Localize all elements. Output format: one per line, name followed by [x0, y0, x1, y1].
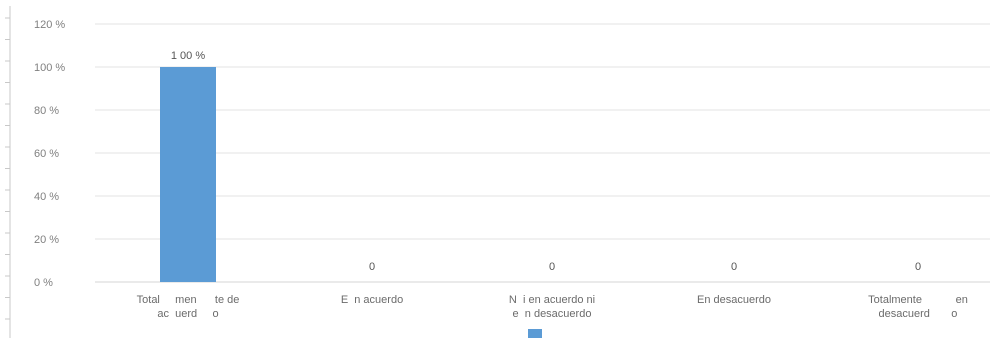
y-tick-label: 60 % — [34, 148, 59, 160]
y-tick-label: 0 % — [34, 277, 53, 289]
legend-swatch — [528, 329, 542, 338]
data-label: 1 00 % — [171, 50, 205, 62]
data-label: 0 — [549, 261, 555, 273]
y-tick-label: 20 % — [34, 234, 59, 246]
data-label: 0 — [915, 261, 921, 273]
category-label: e n desacuerdo — [513, 308, 592, 320]
y-tick-label: 80 % — [34, 105, 59, 117]
category-label: Totalmente en — [868, 294, 968, 306]
category-label: En desacuerdo — [697, 294, 771, 306]
data-label: 0 — [369, 261, 375, 273]
y-tick-label: 100 % — [34, 62, 65, 74]
category-label: ac uerd o — [157, 308, 218, 320]
data-label: 0 — [731, 261, 737, 273]
category-label: Total men te de — [137, 294, 240, 306]
y-tick-label: 120 % — [34, 19, 65, 31]
category-label: desacuerd o — [879, 308, 958, 320]
y-tick-label: 40 % — [34, 191, 59, 203]
category-label: N i en acuerdo ni — [509, 294, 595, 306]
category-label: E n acuerdo — [341, 294, 403, 306]
bar — [160, 67, 216, 282]
